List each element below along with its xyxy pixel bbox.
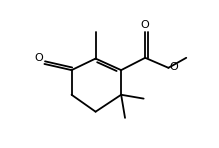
Text: O: O bbox=[169, 62, 178, 72]
Text: O: O bbox=[34, 53, 43, 63]
Text: O: O bbox=[141, 20, 150, 30]
